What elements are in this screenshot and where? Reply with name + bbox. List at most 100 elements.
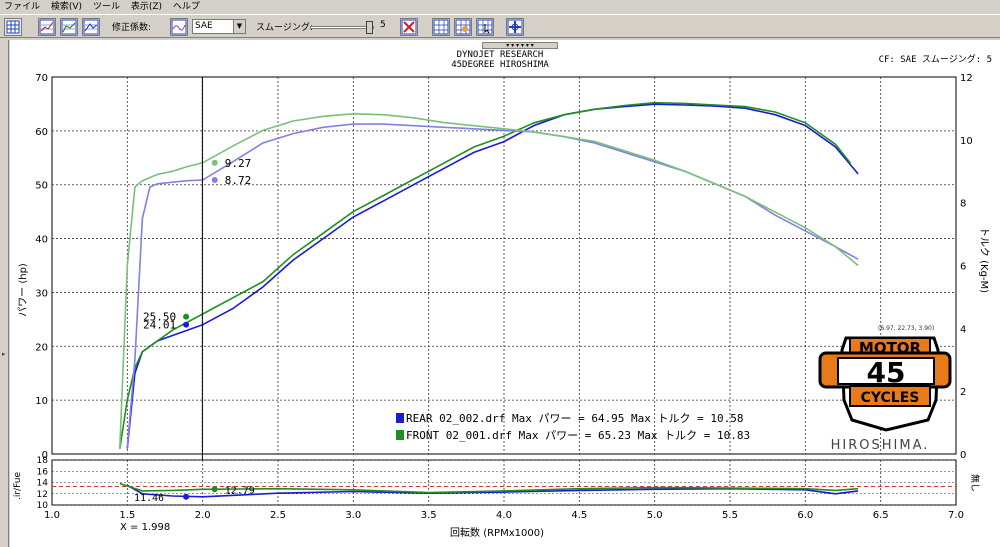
torque-tick-label: 6 (960, 262, 966, 273)
legend-entry-rear: REAR 02_002.drf Max パワー = 64.95 Max トルク … (406, 412, 744, 425)
smoothing-label: スムージング: (256, 23, 313, 33)
toolbar: 修正係数: SAE ▼ スムージング: 5 (0, 14, 1000, 38)
rpm-axis-ticks: 1.0 1.5 2.0 2.5 3.0 3.5 4.0 4.5 5.0 5.5 6.0 6.5 7.0 (44, 510, 964, 521)
rpm-tick-label: 5.5 (722, 510, 738, 521)
slider-track (310, 26, 374, 29)
slider-thumb[interactable] (366, 21, 373, 34)
torque-axis-ticks: 0 2 4 6 8 10 12 (960, 73, 973, 461)
delete-x-icon (401, 19, 417, 35)
correction-value: SAE (195, 21, 213, 31)
afr-axis-label: .ir/Fue (13, 472, 23, 500)
correction-icon-button[interactable] (170, 18, 188, 36)
power-tick-label: 40 (35, 235, 48, 246)
chart-icon (83, 19, 99, 35)
wave-chart-icon (171, 19, 187, 35)
chevron-down-icon: ▼ (233, 20, 245, 33)
rpm-axis-label: 回転数 (RPMx1000) (450, 526, 544, 539)
rpm-tick-label: 7.0 (948, 510, 964, 521)
power-tick-label: 70 (35, 73, 48, 84)
crosshair-button[interactable] (506, 18, 524, 36)
power-axis-ticks: 0 10 20 30 40 50 60 70 (35, 73, 48, 461)
menu-file[interactable]: ファイル (4, 2, 41, 12)
header-line2: 45DEGREE HIROSHIMA (451, 60, 549, 70)
afr-marker-point (211, 486, 218, 493)
splitter-arrow-icon: ▸ (2, 350, 6, 358)
afr-marker-group: 11.46 12.79 (134, 485, 255, 503)
chart-icon (61, 19, 77, 35)
afr-grid (52, 459, 956, 506)
data-marker-label: 25.50 (143, 311, 176, 324)
smoothing-slider[interactable] (310, 20, 374, 34)
series-group (119, 101, 859, 449)
view-button-1[interactable] (432, 18, 450, 36)
rpm-tick-label: 4.5 (571, 510, 587, 521)
afr-right-label: 無し (969, 474, 981, 492)
legend-entry-front: FRONT 02_001.drf Max パワー = 65.23 Max トルク… (406, 429, 750, 442)
series-line-front-power (119, 101, 852, 449)
power-tick-label: 50 (35, 181, 48, 192)
data-marker-label: 9.27 (225, 157, 252, 170)
correction-label: 修正係数: (112, 23, 152, 33)
rpm-tick-label: 2.0 (195, 510, 211, 521)
logo-coord-readout: (6.97, 22.73, 3.90) (878, 325, 934, 332)
data-marker-point (183, 321, 190, 328)
logo-sub-text: HIROSHIMA. (831, 438, 930, 453)
cursor-grid-icon (477, 19, 493, 35)
torque-tick-label: 12 (960, 73, 973, 84)
left-splitter[interactable]: ▸ (0, 40, 9, 547)
cursor-readout: X = 1.998 (120, 522, 170, 533)
afr-tick-label: 10 (37, 501, 49, 511)
logo-bottom-text: CYCLES (861, 390, 920, 406)
afr-marker-point (183, 493, 190, 500)
top-splitter[interactable]: ▾ ▾ ▾ ▾ ▾ ▾ (482, 42, 558, 49)
rpm-tick-label: 1.0 (44, 510, 60, 521)
header-line1: DYNOJET RESEARCH (457, 50, 544, 60)
power-tick-label: 0 (42, 450, 48, 461)
torque-tick-label: 0 (960, 450, 966, 461)
series-line-front-torque (119, 112, 859, 448)
chart-button-1[interactable] (38, 18, 56, 36)
afr-tick-label: 18 (37, 456, 49, 466)
torque-axis-label: トルク (Kg-M) (978, 227, 990, 293)
view-button-3[interactable] (476, 18, 494, 36)
menu-view[interactable]: 表示(Z) (130, 2, 163, 12)
grid-table-button[interactable] (4, 18, 22, 36)
correction-select[interactable]: SAE ▼ (192, 19, 246, 34)
power-axis-label: パワー (hp) (17, 263, 29, 317)
chart-icon (39, 19, 55, 35)
power-tick-label: 30 (35, 288, 48, 299)
data-marker-point (183, 313, 190, 320)
header-right: CF: SAE スムージング: 5 (879, 53, 992, 65)
menu-bar: ファイル 検索(V) ツール 表示(Z) ヘルプ (0, 0, 1000, 14)
data-marker-point (211, 159, 218, 166)
menu-help[interactable]: ヘルプ (172, 2, 200, 12)
legend: REAR 02_002.drf Max パワー = 64.95 Max トルク … (396, 412, 750, 442)
afr-tick-label: 12 (37, 490, 48, 500)
logo-number-box (837, 357, 935, 385)
rpm-tick-label: 5.0 (647, 510, 663, 521)
view-button-2[interactable] (454, 18, 472, 36)
afr-series-group (119, 482, 859, 498)
power-tick-label: 10 (35, 396, 48, 407)
clear-button[interactable] (400, 18, 418, 36)
afr-marker-label: 12.79 (225, 485, 255, 496)
data-marker-label: 24.01 (143, 319, 176, 332)
hand-grid-icon (455, 19, 471, 35)
rpm-tick-label: 2.5 (270, 510, 286, 521)
legend-swatch-rear (396, 413, 404, 423)
brand-logo: (6.97, 22.73, 3.90) MOTOR 45 CYCLES HIRO… (818, 325, 952, 453)
grid-icon (433, 19, 449, 35)
legend-swatch-front (396, 430, 404, 440)
afr-tick-label: 16 (37, 467, 49, 477)
menu-search[interactable]: 検索(V) (50, 2, 83, 12)
chart-button-3[interactable] (82, 18, 100, 36)
data-marker-label: 8.72 (225, 174, 252, 187)
afr-tick-label: 14 (37, 479, 49, 489)
menu-tools[interactable]: ツール (92, 2, 120, 12)
chart-button-2[interactable] (60, 18, 78, 36)
afr-line-rear (126, 484, 859, 498)
rpm-tick-label: 6.0 (797, 510, 813, 521)
